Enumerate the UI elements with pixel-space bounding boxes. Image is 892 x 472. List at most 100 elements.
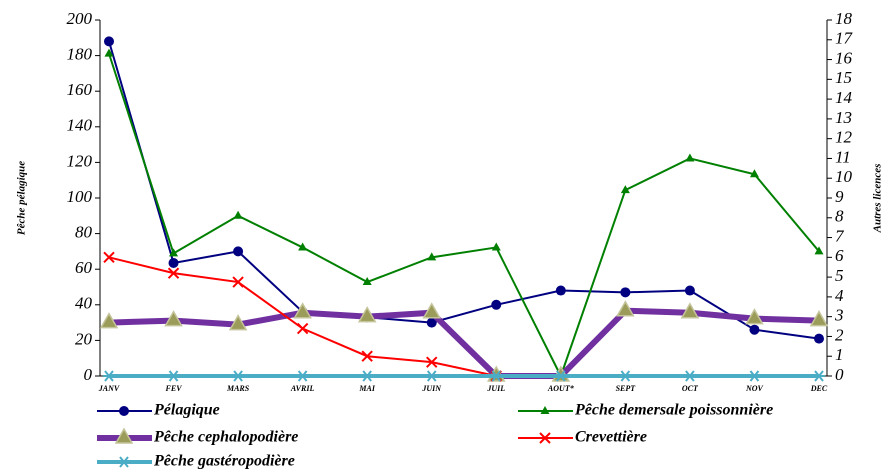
y2-tick-label: 5: [835, 266, 844, 285]
marker: [749, 324, 760, 335]
legend-label: Pêche gastéropodière: [153, 453, 295, 470]
marker: [167, 370, 180, 382]
marker: [813, 370, 825, 382]
marker: [554, 370, 567, 382]
marker: [426, 317, 437, 328]
marker: [814, 333, 824, 344]
marker: [683, 370, 696, 382]
marker: [745, 308, 764, 325]
series-line: [108, 53, 820, 379]
marker: [748, 370, 761, 382]
marker: [298, 242, 308, 251]
x-tick-label: JANV: [98, 384, 120, 393]
marker: [619, 370, 632, 382]
marker: [361, 370, 374, 382]
y2-axis-label: Autres licences: [872, 164, 884, 234]
x-tick-label: DEC: [810, 384, 828, 393]
x-tick-label: MARS: [226, 384, 250, 393]
marker: [118, 456, 130, 468]
y2-tick-label: 0: [835, 365, 844, 384]
marker: [104, 48, 114, 57]
y2-tick-label: 9: [835, 187, 844, 206]
y2-tick-label: 10: [835, 167, 853, 186]
y-tick-label: 80: [75, 223, 93, 242]
marker: [233, 246, 244, 257]
marker: [103, 251, 115, 264]
marker: [357, 306, 377, 323]
x-tick-label: AOUT*: [547, 384, 575, 393]
marker: [616, 300, 635, 317]
y2-tick-label: 7: [835, 226, 845, 245]
marker: [539, 432, 551, 444]
y-tick-label: 200: [67, 9, 93, 28]
marker: [168, 257, 179, 268]
marker: [232, 276, 244, 288]
y-tick-label: 160: [67, 80, 93, 99]
y2-tick-label: 4: [835, 286, 844, 305]
y2-tick-label: 17: [835, 29, 854, 48]
legend-label: Pêche demersale poissonnière: [574, 402, 773, 419]
x-tick-label: JUIN: [421, 384, 442, 393]
marker: [362, 277, 372, 286]
marker: [293, 302, 312, 319]
marker: [103, 370, 115, 382]
marker: [555, 285, 566, 296]
legend-label: Crevettière: [575, 429, 647, 446]
x-tick-label: NOV: [745, 384, 764, 393]
y-tick-label: 120: [67, 151, 93, 170]
x-tick-label: MAI: [358, 384, 375, 393]
marker: [749, 169, 759, 178]
x-tick-label: SEPT: [616, 384, 637, 393]
y-tick-label: 60: [75, 258, 93, 277]
y2-tick-label: 12: [835, 128, 853, 147]
marker: [425, 370, 438, 382]
series-line: [108, 41, 820, 340]
x-tick-label: JUIL: [486, 384, 505, 393]
y2-tick-label: 18: [835, 9, 853, 28]
y2-tick-label: 3: [834, 306, 844, 325]
y2-tick-label: 16: [835, 48, 853, 67]
marker: [490, 370, 503, 382]
marker: [427, 252, 437, 261]
y2-tick-label: 13: [835, 108, 852, 127]
y-tick-label: 100: [67, 187, 93, 206]
marker: [232, 370, 245, 382]
y-tick-label: 180: [67, 45, 93, 64]
marker: [99, 312, 119, 329]
marker: [169, 248, 179, 257]
marker: [491, 242, 501, 251]
marker: [426, 356, 438, 368]
marker: [540, 406, 550, 414]
x-tick-label: FEV: [165, 384, 183, 393]
marker: [296, 370, 309, 382]
y-axis-label: Pêche pélagique: [16, 161, 28, 235]
x-tick-label: AVRIL: [290, 384, 315, 393]
y-tick-label: 40: [75, 294, 93, 313]
marker: [228, 314, 248, 331]
y2-tick-label: 15: [835, 68, 852, 87]
marker: [167, 267, 180, 279]
series-line: [108, 307, 820, 379]
marker: [684, 285, 695, 296]
marker: [491, 299, 502, 310]
y-tick-label: 140: [67, 116, 93, 135]
marker: [114, 427, 134, 444]
marker: [296, 322, 309, 335]
marker: [361, 350, 373, 362]
marker: [620, 287, 631, 298]
y-tick-label: 0: [84, 365, 93, 384]
marker: [809, 310, 829, 327]
y2-tick-label: 8: [835, 207, 844, 226]
y2-tick-label: 2: [835, 325, 844, 344]
marker: [164, 310, 183, 327]
y2-tick-label: 1: [835, 345, 844, 364]
marker: [104, 36, 114, 47]
legend-label: Pêche cephalopodière: [153, 429, 298, 446]
marker: [680, 302, 700, 319]
marker: [620, 185, 630, 194]
y2-tick-label: 6: [835, 246, 844, 265]
legend-label: Pélagique: [153, 402, 220, 419]
y2-tick-label: 14: [835, 88, 853, 107]
x-tick-label: OCT: [682, 384, 699, 393]
